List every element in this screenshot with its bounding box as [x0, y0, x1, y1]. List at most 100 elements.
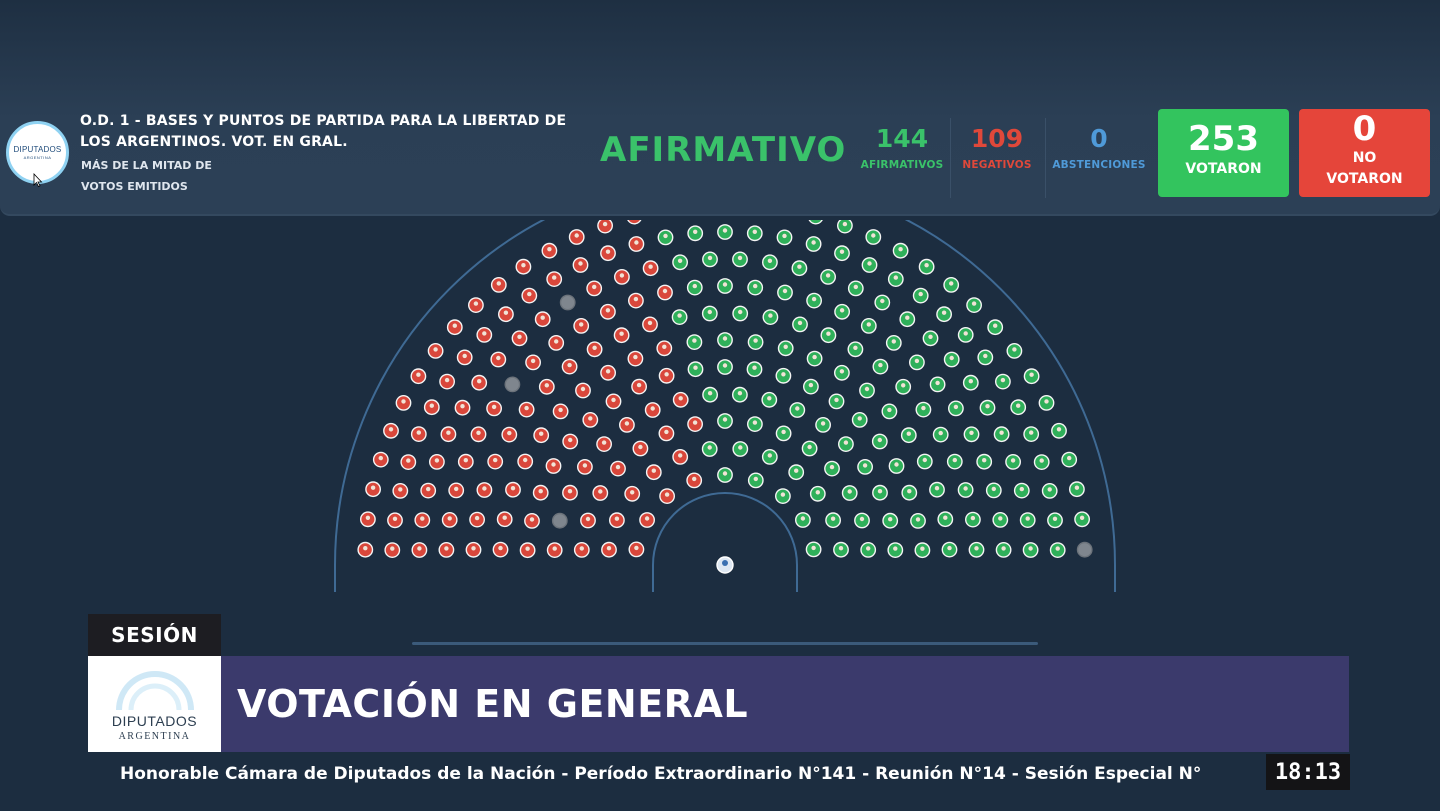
seat-portrait-icon: [638, 444, 643, 450]
seat-portrait-icon: [1052, 516, 1058, 521]
seat-portrait-icon: [525, 546, 530, 551]
seat-portrait-icon: [1019, 486, 1024, 492]
seat-portrait-icon: [648, 264, 653, 269]
seat-portrait-icon: [781, 429, 786, 435]
seat-portrait-icon: [970, 515, 976, 521]
seat-affirmative: [808, 220, 823, 225]
seat-portrait-icon: [830, 516, 836, 521]
seat-portrait-icon: [678, 396, 683, 401]
seat-portrait-icon: [602, 221, 608, 227]
seat-portrait-icon: [811, 240, 816, 245]
seat-portrait-icon: [634, 240, 639, 245]
seat-portrait-icon: [1039, 458, 1044, 463]
seat-absent: [1076, 541, 1093, 558]
seat-portrait-icon: [552, 546, 557, 551]
seat-portrait-icon: [853, 345, 858, 350]
seat-portrait-icon: [853, 284, 858, 290]
seat-portrait-icon: [880, 298, 885, 304]
seat-portrait-icon: [915, 517, 921, 522]
seat-portrait-icon: [993, 323, 998, 328]
seat-portrait-icon: [963, 331, 968, 336]
seat-portrait-icon: [974, 546, 979, 551]
seat-portrait-icon: [767, 258, 773, 263]
seat-portrait-icon: [633, 296, 639, 302]
seat-portrait-icon: [496, 281, 501, 286]
seat-portrait-icon: [692, 420, 698, 425]
seat-portrait-icon: [893, 275, 898, 280]
seat-portrait-icon: [463, 458, 468, 463]
seat-portrait-icon: [924, 263, 929, 268]
seat-portrait-icon: [650, 406, 655, 411]
chamber-outer-arc: [334, 220, 1116, 592]
seat-portrait-icon: [834, 397, 839, 403]
seat-portrait-icon: [949, 355, 954, 361]
seat-portrait-icon: [538, 489, 543, 494]
seat-portrait-icon: [1010, 458, 1016, 463]
seat-portrait-icon: [797, 264, 802, 269]
seat-portrait-icon: [753, 476, 758, 482]
seat-portrait-icon: [614, 516, 620, 521]
seat-portrait-icon: [891, 339, 896, 344]
seat-portrait-icon: [636, 382, 642, 388]
seat-portrait-icon: [952, 457, 957, 463]
seat-portrait-icon: [1000, 377, 1006, 383]
chamber-floor-line: [412, 642, 1038, 645]
seat-portrait-icon: [928, 334, 933, 339]
seat-portrait-icon: [693, 229, 698, 234]
seat-portrait-icon: [579, 546, 584, 551]
seat-portrait-icon: [949, 281, 954, 286]
seat-portrait-icon: [606, 546, 612, 551]
seat-portrait-icon: [633, 354, 638, 360]
seat-portrait-icon: [605, 249, 611, 254]
seat-portrait-icon: [985, 404, 990, 409]
motion-title: O.D. 1 - BASES Y PUNTOS DE PARTIDA PARA …: [80, 113, 567, 150]
seat-portrait-icon: [567, 489, 573, 494]
seat-portrait-icon: [567, 362, 572, 368]
seat-portrait-icon: [663, 233, 668, 239]
seat-portrait-icon: [446, 430, 451, 435]
seat-portrait-icon: [843, 440, 849, 445]
seat-portrait-icon: [370, 485, 376, 490]
seat-portrait-icon: [474, 515, 480, 521]
seat-portrait-icon: [664, 372, 669, 377]
seat-portrait-icon: [800, 516, 806, 521]
seat-portrait-icon: [781, 372, 786, 377]
seat-portrait-icon: [935, 380, 940, 386]
seat-portrait-icon: [947, 545, 952, 551]
seat-portrait-icon: [920, 546, 925, 551]
seat-portrait-icon: [619, 273, 625, 278]
seat-portrait-icon: [707, 445, 712, 450]
seat-portrait-icon: [738, 309, 743, 315]
seat-portrait-icon: [1016, 403, 1021, 408]
seat-portrait-icon: [510, 486, 516, 491]
seat-portrait-icon: [644, 516, 650, 521]
negativos-label: NEGATIVOS: [962, 159, 1032, 171]
majority-rule: MÁS DE LA MITAD DE VOTOS EMITIDOS: [81, 155, 281, 197]
seat-absent: [551, 512, 568, 529]
seat-portrait-icon: [737, 391, 743, 396]
seat-portrait-icon: [1056, 427, 1062, 432]
seat-portrait-icon: [907, 489, 912, 494]
ticker-text: Honorable Cámara de Diputados de la Naci…: [120, 764, 1202, 784]
abstenciones-label: ABSTENCIONES: [1052, 159, 1146, 171]
counter-divider: [950, 118, 951, 198]
seat-portrait-icon: [540, 315, 545, 320]
majority-rule-line1: MÁS DE LA MITAD DE: [81, 159, 212, 172]
seat-grid: [357, 220, 1093, 574]
seat-portrait-icon: [905, 315, 910, 320]
seat-portrait-icon: [482, 331, 487, 336]
seat-portrait-icon: [398, 487, 403, 492]
seat-portrait-icon: [598, 489, 603, 494]
seat-portrait-icon: [921, 405, 926, 411]
seat-portrait-icon: [1012, 347, 1017, 352]
seat-portrait-icon: [707, 255, 713, 261]
seat-portrait-icon: [678, 453, 683, 458]
seat-portrait-icon: [768, 313, 773, 318]
seat-portrait-icon: [1025, 516, 1030, 521]
seat-portrait-icon: [963, 486, 968, 491]
seat-portrait-icon: [491, 404, 497, 410]
seat-absent: [559, 294, 576, 311]
seat-portrait-icon: [722, 282, 728, 287]
seat-portrait-icon: [839, 369, 845, 374]
seat-portrait-icon: [392, 516, 398, 521]
